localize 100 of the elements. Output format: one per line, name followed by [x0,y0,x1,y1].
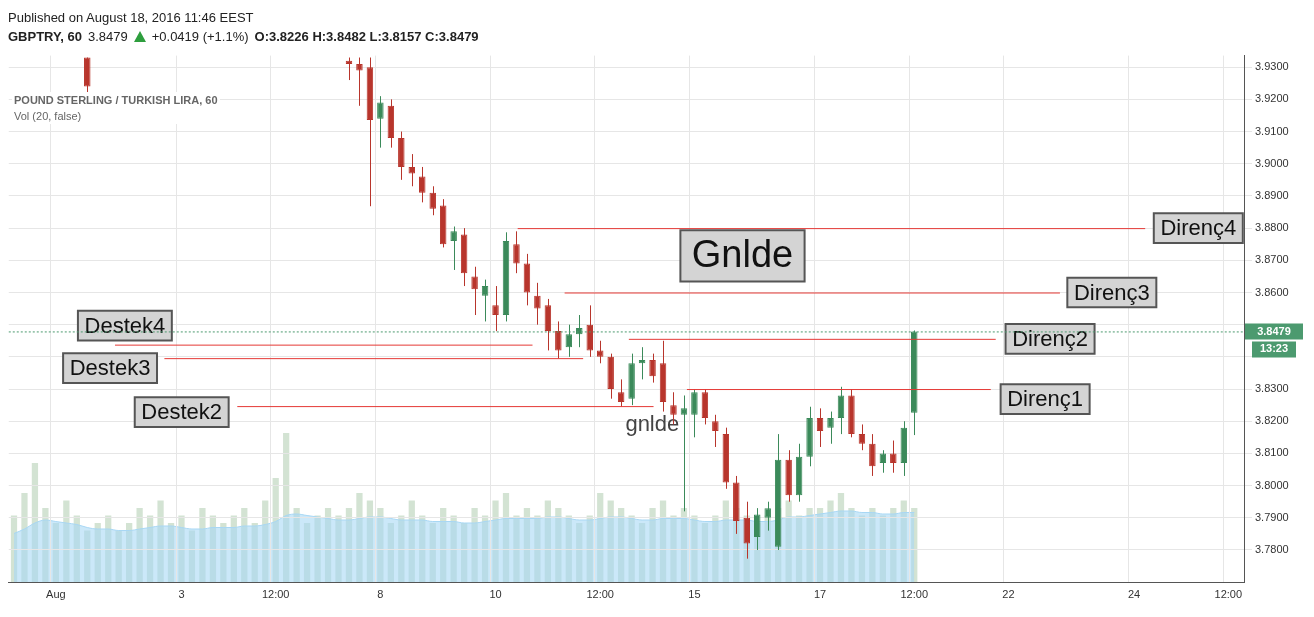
bar [816,507,824,583]
candlestick [837,386,845,435]
y-tick-label: 3.9200 [1255,92,1289,105]
bar [178,515,185,583]
x-tick-label: 10 [489,588,502,601]
annotation: POUND STERLING / TURKISH LIRA, 60 [14,93,218,108]
chart-title: Vol (20, false) [14,109,83,124]
bar [63,500,70,583]
bar [31,462,39,583]
x-tick-label: 12:00 [261,588,290,601]
x-tick-label: 8 [377,588,384,601]
bar [701,522,709,583]
bar [900,500,907,583]
bar [785,500,792,583]
candlestick [649,353,656,384]
y-tick-label: 3.9300 [1255,60,1289,73]
bar [356,492,363,583]
candlestick [691,388,698,438]
y-tick-label: 3.9000 [1255,156,1289,169]
ref-line-label: Destek4 [84,312,166,338]
text: 13:23 [1259,342,1289,355]
candlestick [555,320,562,359]
bar [911,507,918,583]
candlestick [869,433,876,477]
y-tick-label: 3.8800 [1255,221,1289,234]
bar [837,492,845,583]
x-tick-label: 12:00 [586,588,614,601]
bar [303,522,311,583]
ref-line-label: Direnç2 [1012,325,1088,351]
x-tick-label: 17 [813,588,827,601]
candlestick [481,279,489,322]
x-tick-label: 3 [178,588,185,601]
candlestick [356,57,363,107]
candlestick [858,423,866,451]
y-tick-label: 3.8900 [1255,188,1289,201]
bar [199,507,206,583]
bar [324,507,332,583]
x-tick-label: 12:00 [900,588,929,601]
bar [377,507,384,583]
bar [597,492,604,583]
y-tick-label: 3.7900 [1255,510,1289,523]
text: 3.8479 [87,28,128,46]
bar [366,500,374,583]
bar [136,507,143,583]
x-tick-label: 22 [1002,588,1015,601]
bar [220,522,227,583]
candlestick [544,298,552,351]
candlestick [565,324,573,358]
bar [157,500,164,583]
y-tick-label: 3.8600 [1255,285,1289,298]
bar [691,515,698,583]
bar [513,515,520,583]
candlestick [419,166,426,203]
bar [618,507,625,583]
bar [523,507,531,583]
bar [42,507,49,583]
candlestick [534,282,541,326]
bar [869,507,876,583]
bar [21,492,28,583]
candlestick [617,378,625,408]
bar [10,515,18,583]
y-tick-label: 3.8000 [1255,478,1289,491]
bar [607,500,614,583]
bar [293,507,300,583]
chart-title: GBPTRY, 60 [8,28,82,46]
candlestick [827,411,834,445]
bar [827,500,834,583]
ref-line-label: Destek3 [69,355,151,381]
bar [126,522,133,583]
bar [502,492,510,583]
bar [471,507,478,583]
bar [638,522,646,583]
text: Published on August 18, 2016 11:46 EEST [8,9,255,27]
candlestick [712,414,719,448]
bar [492,500,499,583]
ref-line-label: Direnç4 [1160,215,1237,241]
ref-line-label: Direnç1 [1007,386,1084,412]
ref-line-label: 3.8479 [1257,325,1291,338]
bar [262,500,269,583]
x-tick-label: Aug [46,588,66,601]
candlestick [890,440,897,474]
y-tick-label: 3.8100 [1255,446,1289,459]
candlestick [701,388,709,425]
candlestick [816,407,824,448]
bar [659,500,667,583]
bar [84,530,91,583]
bar [879,515,886,583]
bar [314,515,321,583]
bar [440,507,447,583]
bar [712,515,719,583]
text: +0.0419 (+1.1%) [151,28,249,46]
bar [429,522,436,583]
bar [283,432,290,583]
bar [387,522,394,583]
bar [335,515,342,583]
bar [115,530,122,583]
x-tick-label: 24 [1127,588,1141,601]
bar [52,522,60,583]
bar [628,515,635,583]
annotation: gnlde [625,410,680,436]
